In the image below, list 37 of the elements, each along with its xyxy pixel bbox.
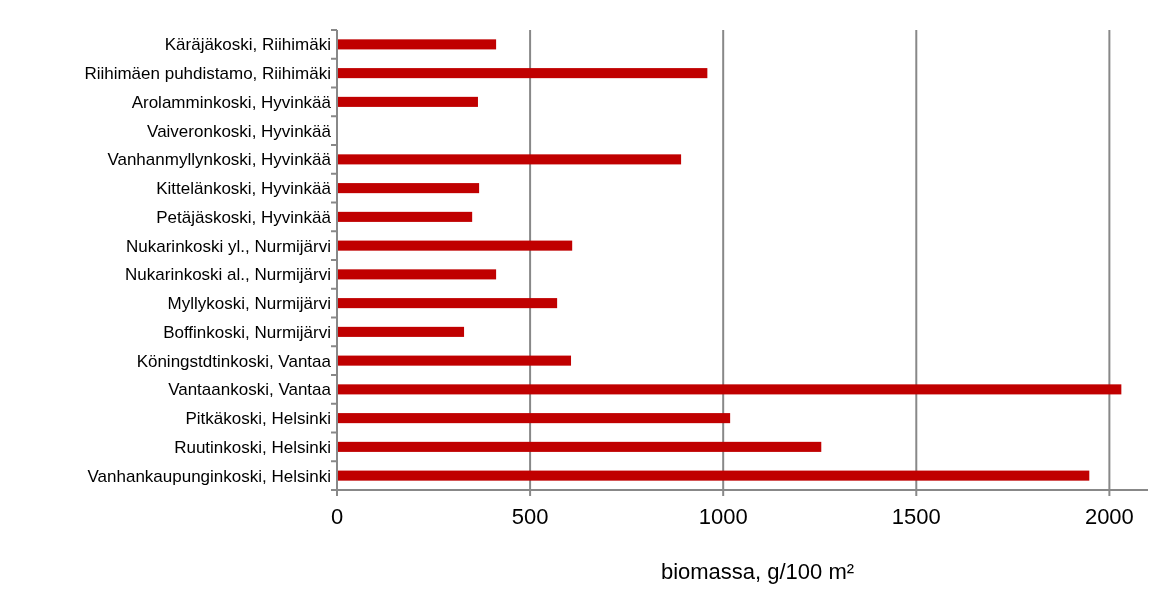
y-tick-label: Ruutinkoski, Helsinki: [174, 437, 331, 457]
y-tick-label: Nukarinkoski al., Nurmijärvi: [125, 265, 331, 285]
x-axis-title: biomassa, g/100 m²: [660, 559, 855, 584]
y-tick-label: Kittelänkoski, Hyvinkää: [156, 179, 332, 199]
bar: [337, 413, 731, 424]
x-tick-label: 1500: [891, 504, 941, 529]
y-tick-label: Vanhanmyllynkoski, Hyvinkää: [107, 150, 332, 170]
y-tick-label: Käräjäkoski, Riihimäki: [164, 35, 331, 55]
bar: [337, 470, 1090, 481]
y-tick-label: Vaiveronkoski, Hyvinkää: [147, 121, 332, 141]
y-tick-label: Köningstdtinkoski, Vantaa: [136, 351, 332, 371]
bar: [337, 39, 497, 50]
y-tick-label: Petäjäskoski, Hyvinkää: [156, 207, 332, 227]
bar: [337, 298, 558, 309]
y-tick-label: Vantaankoski, Vantaa: [168, 380, 332, 400]
y-tick-label: Pitkäkoski, Helsinki: [185, 409, 331, 429]
y-tick-label: Arolamminkoski, Hyvinkää: [131, 92, 332, 112]
bar: [337, 183, 480, 194]
bar: [337, 96, 478, 107]
x-tick-label: 1000: [698, 504, 748, 529]
bar: [337, 240, 573, 251]
x-tick-label: 500: [511, 504, 549, 529]
bar: [337, 441, 822, 452]
y-tick-label: Myllykoski, Nurmijärvi: [167, 294, 331, 314]
y-tick-label: Vanhankaupunginkoski, Helsinki: [87, 466, 331, 486]
bar: [337, 355, 572, 366]
bar: [337, 154, 682, 165]
bar: [337, 269, 497, 280]
bar: [337, 211, 473, 222]
bar: [337, 384, 1122, 395]
x-tick-label: 0: [330, 504, 344, 529]
bar: [337, 326, 465, 337]
y-tick-label: Nukarinkoski yl., Nurmijärvi: [126, 236, 331, 256]
y-tick-label: Riihimäen puhdistamo, Riihimäki: [84, 64, 331, 84]
y-tick-label: Boffinkoski, Nurmijärvi: [163, 322, 331, 342]
bar: [337, 68, 708, 79]
x-tick-label: 2000: [1084, 504, 1134, 529]
